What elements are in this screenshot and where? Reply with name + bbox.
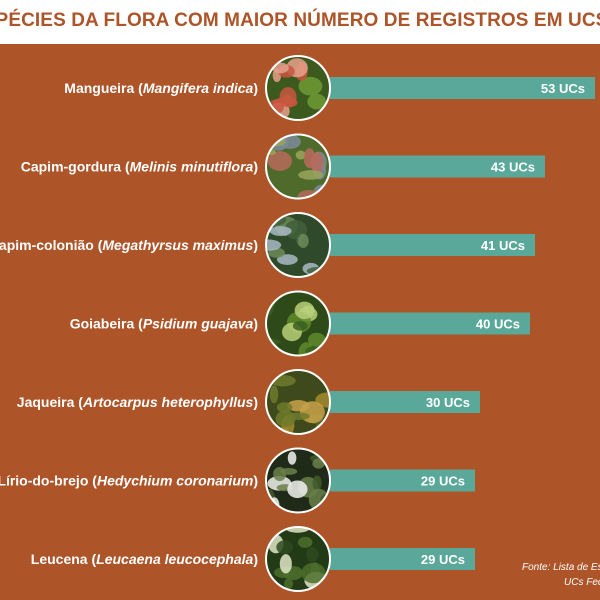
bar-row: 41 UCs Capim-colonião (Megathyrsus maximu… <box>0 212 535 278</box>
bar-row: 29 UCs Lírio-do-brejo (Hedychium coronari… <box>0 447 475 514</box>
bar <box>330 77 595 99</box>
source-line-1: Fonte: Lista de Es <box>522 562 600 573</box>
paren-open: ( <box>88 551 97 567</box>
bar-value-label: 30 UCs <box>426 395 470 410</box>
category-scientific-name: Psidium guajava <box>143 316 254 332</box>
category-common-name: Jaqueira <box>17 394 75 410</box>
source-line-2: UCs Fed <box>564 577 600 588</box>
bar-value-label: 40 UCs <box>476 317 520 332</box>
bar-row: 53 UCs Mangueira (Mangifera indica) <box>64 55 595 121</box>
paren-close: ) <box>253 394 258 410</box>
category-label: Mangueira (Mangifera indica) <box>64 80 258 96</box>
category-common-name: Leucena <box>31 551 88 567</box>
category-scientific-name: Megathyrsus maximus <box>102 237 253 253</box>
paren-close: ) <box>253 237 258 253</box>
category-label: Goiabeira (Psidium guajava) <box>70 316 258 332</box>
bar-row: 40 UCs Goiabeira (Psidium guajava) <box>70 290 530 357</box>
category-label: Capim-colonião (Megathyrsus maximus) <box>0 237 258 253</box>
paren-open: ( <box>74 394 83 410</box>
category-label: Capim-gordura (Melinis minutiflora) <box>21 159 258 175</box>
tall-grass-photo <box>266 213 330 277</box>
category-common-name: Mangueira <box>64 80 134 96</box>
bar-value-label: 53 UCs <box>541 81 585 96</box>
category-scientific-name: Hedychium coronarium <box>97 473 253 489</box>
bar <box>330 469 475 492</box>
paren-close: ) <box>253 316 258 332</box>
paren-close: ) <box>253 80 258 96</box>
bar-row: 30 UCs Jaqueira (Artocarpus heterophyllus… <box>17 369 480 435</box>
photo-border <box>265 290 331 357</box>
photo-border <box>265 55 331 121</box>
bar <box>330 312 530 335</box>
paren-open: ( <box>88 473 97 489</box>
category-common-name: Goiabeira <box>70 316 135 332</box>
paren-open: ( <box>121 159 130 175</box>
bar <box>330 548 475 570</box>
paren-close: ) <box>253 159 258 175</box>
mango-fruit-photo <box>266 56 330 120</box>
paren-open: ( <box>94 237 103 253</box>
category-label: Lírio-do-brejo (Hedychium coronarium) <box>0 473 258 489</box>
bar <box>330 234 535 256</box>
bar <box>330 155 545 178</box>
bar-row: 29 UCs Leucena (Leucaena leucocephala) <box>31 526 475 592</box>
paren-open: ( <box>134 316 143 332</box>
paren-open: ( <box>134 80 143 96</box>
category-scientific-name: Artocarpus heterophyllus <box>82 394 254 410</box>
bar-value-label: 29 UCs <box>421 552 465 567</box>
leucaena-leaves-photo <box>266 527 330 591</box>
photo-border <box>265 369 331 435</box>
category-common-name: Lírio-do-brejo <box>0 473 88 489</box>
paren-close: ) <box>253 551 258 567</box>
paren-close: ) <box>253 473 258 489</box>
category-label: Leucena (Leucaena leucocephala) <box>31 551 258 567</box>
category-label: Jaqueira (Artocarpus heterophyllus) <box>17 394 258 410</box>
category-scientific-name: Mangifera indica <box>143 80 254 96</box>
bar-value-label: 43 UCs <box>491 160 535 175</box>
bar-value-label: 41 UCs <box>481 238 525 253</box>
photo-border <box>265 526 331 592</box>
category-common-name: Capim-colonião <box>0 237 94 253</box>
photo-border <box>265 212 331 278</box>
chart-title: ESPÉCIES DA FLORA COM MAIOR NÚMERO DE RE… <box>0 10 600 31</box>
category-scientific-name: Melinis minutiflora <box>130 159 254 175</box>
photo-border <box>265 447 331 514</box>
category-common-name: Capim-gordura <box>21 159 122 175</box>
bar <box>330 391 480 413</box>
photo-border <box>265 133 331 200</box>
source-note: Fonte: Lista de Es UCs Fed <box>522 560 600 590</box>
bar-value-label: 29 UCs <box>421 474 465 489</box>
bar-row: 43 UCs Capim-gordura (Melinis minutiflora… <box>21 133 545 200</box>
category-scientific-name: Leucaena leucocephala <box>96 551 253 567</box>
title-bar: ESPÉCIES DA FLORA COM MAIOR NÚMERO DE RE… <box>0 0 600 44</box>
